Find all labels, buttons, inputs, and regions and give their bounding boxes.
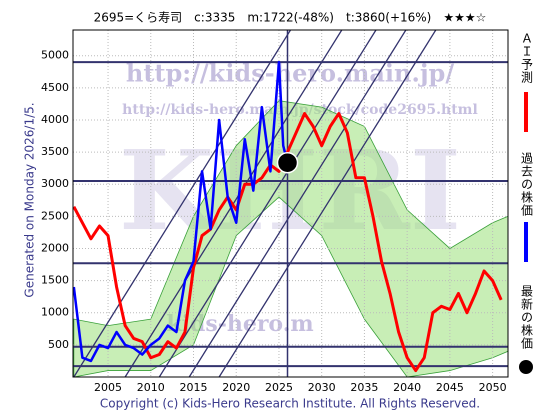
x-tick-label: 2025	[265, 381, 293, 394]
footer: Copyright (c) Kids-Hero Research Institu…	[100, 397, 480, 411]
x-tick-label: 2020	[222, 381, 250, 394]
x-tick-label: 2050	[479, 381, 507, 394]
x-tick-label: 2010	[137, 381, 165, 394]
x-tick-label: 2015	[180, 381, 208, 394]
plot-frame	[72, 29, 509, 378]
y-tick-label: 2500	[41, 209, 69, 222]
legend-label: 過去の株価	[520, 152, 534, 217]
channel-line	[188, 30, 407, 377]
y-tick-label: 5000	[41, 49, 69, 62]
y-tick-label: 500	[48, 338, 69, 351]
y-tick-label: 2000	[41, 241, 69, 254]
y-tick-label: 1500	[41, 274, 69, 287]
y-tick-label: 4000	[41, 113, 69, 126]
x-tick-label: 2030	[308, 381, 336, 394]
channel-line	[158, 30, 377, 377]
x-tick-label: 2045	[436, 381, 464, 394]
plot: http://kids-hero.main.jp/http://kids-her…	[73, 30, 508, 377]
y-tick-label: 4500	[41, 81, 69, 94]
y-tick-label: 3500	[41, 145, 69, 158]
x-tick-label: 2035	[350, 381, 378, 394]
legend-label: 最新の株価	[520, 285, 534, 350]
watermark: http://kids-hero.main.jp/	[126, 59, 454, 88]
y-tick-label: 1000	[41, 306, 69, 319]
latest-point	[276, 151, 299, 174]
x-tick-label: 2040	[393, 381, 421, 394]
chart-title: 2695=くら寿司 c:3335 m:1722(-48%) t:3860(+16…	[94, 11, 487, 25]
channel-line	[218, 30, 437, 377]
legend-swatch	[519, 360, 533, 374]
generated-note: Generated on Monday 2026/1/5.	[23, 102, 37, 297]
channel-line	[73, 30, 292, 377]
x-tick-label: 2005	[94, 381, 122, 394]
legend-label: ＡＩ予測	[520, 32, 534, 84]
y-tick-label: 3000	[41, 177, 69, 190]
series-line	[73, 60, 289, 363]
